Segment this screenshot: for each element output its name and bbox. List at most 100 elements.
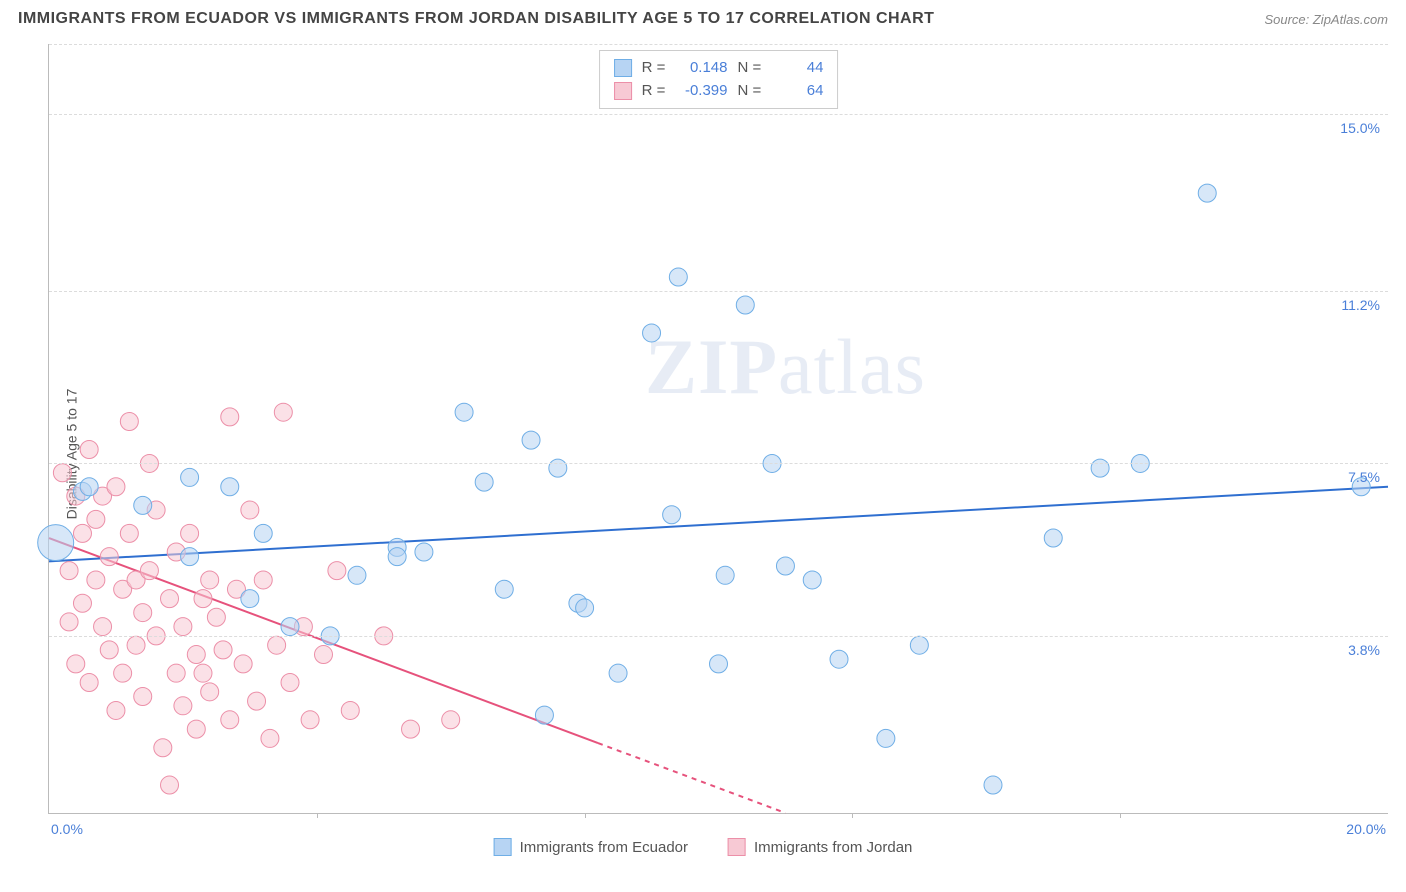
legend-item-series1: Immigrants from Ecuador xyxy=(494,838,688,856)
data-point xyxy=(181,524,199,542)
legend-label-series2: Immigrants from Jordan xyxy=(754,839,912,856)
data-point xyxy=(187,646,205,664)
gridline-h xyxy=(49,636,1388,637)
data-point xyxy=(910,636,928,654)
data-point xyxy=(73,524,91,542)
y-tick-label: 11.2% xyxy=(1341,297,1380,313)
legend-swatch-series2 xyxy=(728,838,746,856)
data-point xyxy=(60,562,78,580)
data-point xyxy=(140,562,158,580)
data-point xyxy=(522,431,540,449)
data-point xyxy=(134,604,152,622)
data-point xyxy=(609,664,627,682)
data-point xyxy=(94,618,112,636)
data-point xyxy=(161,590,179,608)
data-point xyxy=(328,562,346,580)
legend-item-series2: Immigrants from Jordan xyxy=(728,838,912,856)
data-point xyxy=(221,478,239,496)
data-point xyxy=(53,464,71,482)
data-point xyxy=(268,636,286,654)
data-point xyxy=(73,594,91,612)
data-point xyxy=(80,674,98,692)
data-point xyxy=(194,664,212,682)
data-point xyxy=(194,590,212,608)
source-attribution: Source: ZipAtlas.com xyxy=(1264,12,1388,27)
gridline-h xyxy=(49,463,1388,464)
data-point xyxy=(107,701,125,719)
data-point xyxy=(134,496,152,514)
legend-swatch-series1 xyxy=(494,838,512,856)
gridline-h xyxy=(49,114,1388,115)
data-point xyxy=(167,664,185,682)
data-point xyxy=(201,683,219,701)
data-point xyxy=(254,571,272,589)
data-point xyxy=(174,618,192,636)
data-point xyxy=(274,403,292,421)
r-label-1: R = xyxy=(642,59,666,76)
data-point xyxy=(643,324,661,342)
r-value-1: 0.148 xyxy=(672,57,728,80)
data-point xyxy=(261,729,279,747)
data-point xyxy=(87,571,105,589)
data-point xyxy=(207,608,225,626)
chart-container: Disability Age 5 to 17 ZIPatlas R = 0.14… xyxy=(0,34,1406,874)
data-point xyxy=(120,413,138,431)
x-tick-right: 20.0% xyxy=(1346,821,1386,837)
data-point xyxy=(402,720,420,738)
data-point xyxy=(181,548,199,566)
data-point xyxy=(234,655,252,673)
data-point xyxy=(107,478,125,496)
x-tick-mark xyxy=(585,813,586,818)
data-point xyxy=(1044,529,1062,547)
x-tick-left: 0.0% xyxy=(51,821,83,837)
y-tick-label: 15.0% xyxy=(1340,120,1380,136)
data-point xyxy=(241,501,259,519)
stats-row-series2: R = -0.399 N = 64 xyxy=(614,80,824,103)
y-tick-label: 3.8% xyxy=(1348,642,1380,658)
data-point xyxy=(388,548,406,566)
data-point xyxy=(669,268,687,286)
data-point xyxy=(60,613,78,631)
x-tick-mark xyxy=(1120,813,1121,818)
data-point xyxy=(877,729,895,747)
data-point xyxy=(710,655,728,673)
legend-label-series1: Immigrants from Ecuador xyxy=(520,839,688,856)
data-point xyxy=(120,524,138,542)
gridline-h xyxy=(49,44,1388,45)
data-point xyxy=(716,566,734,584)
data-point xyxy=(87,510,105,528)
data-point xyxy=(341,701,359,719)
data-point xyxy=(181,468,199,486)
data-point xyxy=(1198,184,1216,202)
data-point xyxy=(254,524,272,542)
header: IMMIGRANTS FROM ECUADOR VS IMMIGRANTS FR… xyxy=(0,0,1406,34)
x-tick-mark xyxy=(852,813,853,818)
y-tick-label: 7.5% xyxy=(1348,469,1380,485)
data-point xyxy=(187,720,205,738)
data-point xyxy=(221,711,239,729)
data-point xyxy=(803,571,821,589)
data-point xyxy=(174,697,192,715)
swatch-series2 xyxy=(614,82,632,100)
r-value-2: -0.399 xyxy=(672,80,728,103)
data-point xyxy=(67,655,85,673)
legend-bottom: Immigrants from Ecuador Immigrants from … xyxy=(494,838,913,856)
data-point xyxy=(442,711,460,729)
data-point xyxy=(415,543,433,561)
data-point xyxy=(281,618,299,636)
gridline-h xyxy=(49,291,1388,292)
data-point xyxy=(301,711,319,729)
chart-title: IMMIGRANTS FROM ECUADOR VS IMMIGRANTS FR… xyxy=(18,10,934,28)
swatch-series1 xyxy=(614,59,632,77)
n-label-1: N = xyxy=(738,59,762,76)
data-point xyxy=(475,473,493,491)
data-point xyxy=(161,776,179,794)
data-point xyxy=(314,646,332,664)
data-point xyxy=(114,664,132,682)
data-point xyxy=(221,408,239,426)
data-point xyxy=(248,692,266,710)
data-point xyxy=(100,548,118,566)
data-point xyxy=(984,776,1002,794)
n-value-2: 64 xyxy=(767,80,823,103)
stats-row-series1: R = 0.148 N = 44 xyxy=(614,57,824,80)
